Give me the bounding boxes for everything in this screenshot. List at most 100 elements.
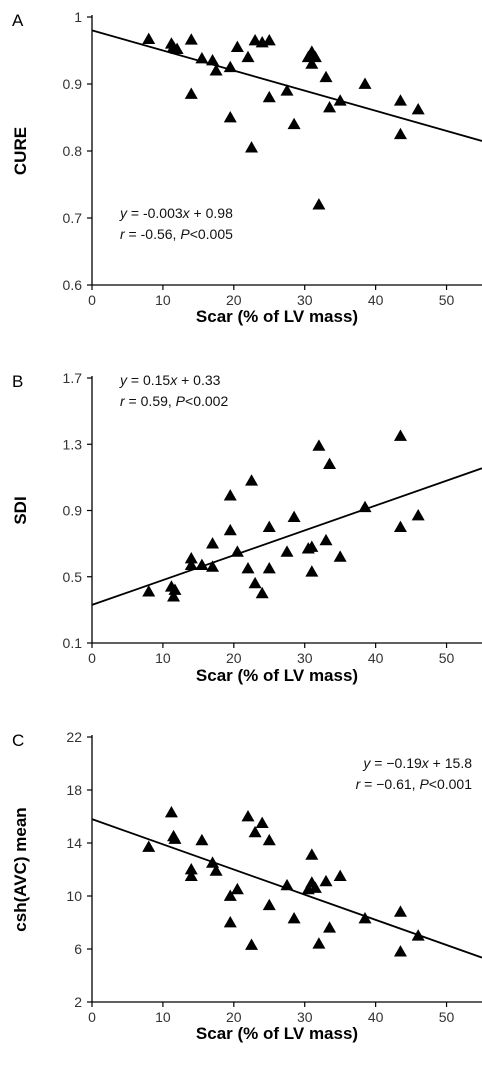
x-tick-label: 20 xyxy=(226,292,242,308)
data-point xyxy=(245,141,259,153)
data-point xyxy=(184,87,198,99)
y-tick-label: 0.6 xyxy=(63,277,83,293)
data-point xyxy=(393,127,407,140)
x-axis-title: Scar (% of LV mass) xyxy=(196,1024,358,1043)
y-tick-label: 0.9 xyxy=(63,76,83,92)
data-point xyxy=(195,52,209,64)
data-point xyxy=(333,94,347,106)
data-point xyxy=(305,565,319,577)
x-tick-label: 0 xyxy=(88,292,96,308)
data-point xyxy=(206,537,220,549)
data-point xyxy=(223,60,237,73)
data-point xyxy=(262,898,276,911)
data-point xyxy=(280,545,294,557)
data-point xyxy=(411,102,425,115)
x-tick-label: 40 xyxy=(368,650,384,666)
y-tick-label: 14 xyxy=(66,835,82,851)
data-point xyxy=(393,945,407,957)
data-point xyxy=(142,32,156,44)
data-point xyxy=(248,825,262,838)
x-tick-label: 40 xyxy=(368,1009,384,1025)
panel-letter: A xyxy=(12,11,24,30)
data-point xyxy=(255,816,269,828)
data-point xyxy=(393,520,407,532)
data-point xyxy=(262,33,276,46)
y-tick-label: 18 xyxy=(66,782,82,798)
panel-b: B 0 10 20 30 40 50 0.1 0.5 0.9 1.3 1.7 Scar (% of LV… xyxy=(11,370,482,685)
x-tick-label: 30 xyxy=(297,292,313,308)
data-point xyxy=(168,583,182,595)
panel-a: A 0 10 20 30 40 50 0.6 0.7 0.8 0.9 1 Scar (% of LV m… xyxy=(11,9,482,326)
regression-equation: y = 0.15x + 0.33 xyxy=(119,372,221,388)
data-point xyxy=(223,489,237,501)
panel-letter: B xyxy=(12,372,23,391)
data-point xyxy=(223,916,237,928)
x-tick-label: 10 xyxy=(155,1009,171,1025)
data-point xyxy=(287,912,301,924)
data-point xyxy=(262,520,276,532)
data-point xyxy=(184,558,198,571)
y-tick-label: 2 xyxy=(74,994,82,1010)
data-point xyxy=(358,500,372,513)
data-point xyxy=(142,840,156,852)
x-axis-title: Scar (% of LV mass) xyxy=(196,307,358,326)
data-point xyxy=(411,929,425,941)
data-point xyxy=(323,100,337,113)
data-point xyxy=(142,585,156,597)
x-tick-label: 50 xyxy=(439,292,455,308)
regression-stats: r = -0.56, P<0.005 xyxy=(120,226,233,242)
x-tick-label: 20 xyxy=(226,1009,242,1025)
data-point xyxy=(184,863,198,875)
data-point xyxy=(195,833,209,846)
data-point xyxy=(287,510,301,522)
y-tick-label: 10 xyxy=(66,888,82,904)
data-point xyxy=(333,869,347,881)
data-point xyxy=(280,84,294,96)
x-tick-label: 10 xyxy=(155,650,171,666)
data-point xyxy=(241,50,255,63)
data-point xyxy=(248,576,262,589)
regression-line xyxy=(91,467,482,606)
data-point xyxy=(358,77,372,89)
y-tick-label: 22 xyxy=(66,729,82,745)
data-point xyxy=(209,864,223,876)
x-axis-title: Scar (% of LV mass) xyxy=(196,666,358,685)
data-point xyxy=(312,439,326,451)
data-point xyxy=(411,508,425,521)
data-point xyxy=(312,937,326,949)
data-point xyxy=(167,590,181,602)
data-point xyxy=(245,474,259,486)
data-point xyxy=(319,533,333,546)
x-tick-label: 20 xyxy=(226,650,242,666)
data-point xyxy=(170,42,184,55)
data-point xyxy=(280,878,294,891)
regression-stats: r = −0.61, P<0.001 xyxy=(356,776,473,792)
data-points xyxy=(142,806,425,957)
panel-letter: C xyxy=(12,731,24,750)
regression-equation: y = -0.003x + 0.98 xyxy=(119,205,233,221)
y-tick-label: 1 xyxy=(74,9,82,25)
data-point xyxy=(230,40,244,53)
data-point xyxy=(319,70,333,83)
x-tick-label: 30 xyxy=(297,650,313,666)
y-axis-title: CURE xyxy=(11,127,30,175)
data-point xyxy=(209,64,223,76)
data-point xyxy=(323,921,337,933)
data-point xyxy=(319,874,333,887)
x-tick-label: 0 xyxy=(88,1009,96,1025)
data-point xyxy=(393,905,407,917)
data-point xyxy=(248,33,262,46)
data-point xyxy=(305,848,319,860)
data-points xyxy=(142,429,425,602)
data-point xyxy=(241,561,255,574)
data-point xyxy=(241,810,255,822)
data-point xyxy=(312,198,326,210)
regression-stats: r = 0.59, P<0.002 xyxy=(120,393,228,409)
data-point xyxy=(287,117,301,130)
data-point xyxy=(393,94,407,106)
data-point xyxy=(206,856,220,868)
y-axis-title: csh(AVC) mean xyxy=(11,807,30,931)
data-point xyxy=(308,881,322,893)
x-tick-label: 50 xyxy=(439,650,455,666)
